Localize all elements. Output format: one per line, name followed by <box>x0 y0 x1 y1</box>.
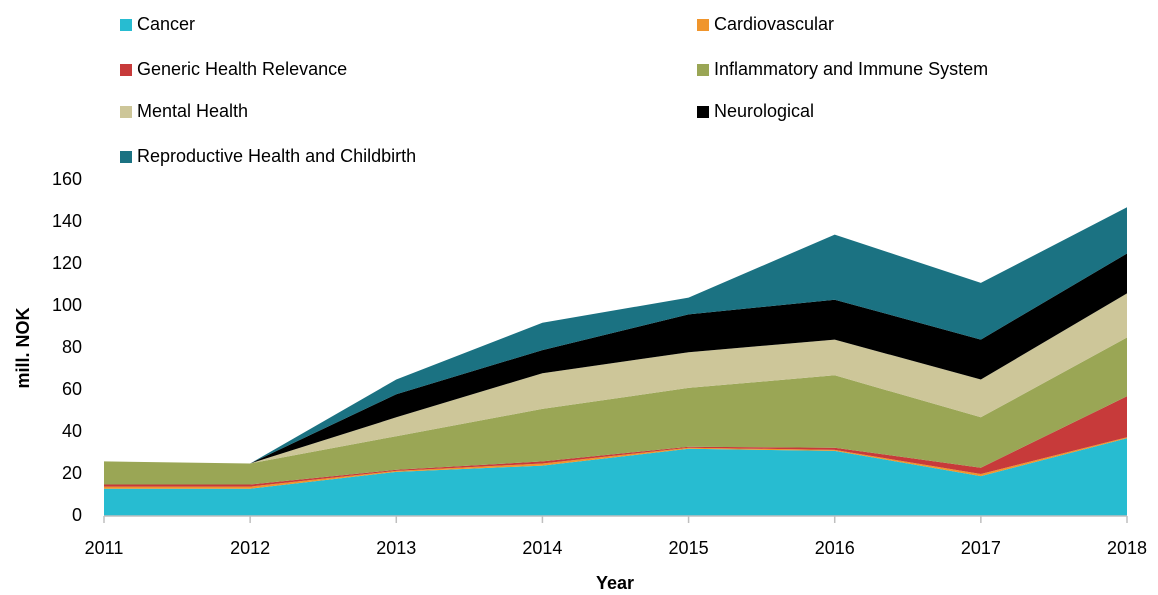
area <box>104 438 1127 516</box>
legend-swatch <box>697 19 709 31</box>
area <box>104 293 1127 464</box>
area <box>104 437 1127 489</box>
y-tick-label: 140 <box>52 211 82 231</box>
legend-label: Cancer <box>137 14 195 34</box>
legend-swatch <box>120 106 132 118</box>
y-tick-label: 20 <box>62 463 82 483</box>
legend-label: Neurological <box>714 101 814 121</box>
x-tick-label: 2012 <box>230 538 270 558</box>
x-tick-label: 2011 <box>85 538 124 558</box>
y-tick-label: 80 <box>62 337 82 357</box>
area <box>104 253 1127 464</box>
legend-swatch <box>120 151 132 163</box>
x-tick-label: 2016 <box>815 538 855 558</box>
y-tick-label: 100 <box>52 295 82 315</box>
x-tick-label: 2015 <box>669 538 709 558</box>
legend-label: Inflammatory and Immune System <box>714 59 988 79</box>
y-tick-label: 120 <box>52 253 82 273</box>
legend-label: Reproductive Health and Childbirth <box>137 146 416 166</box>
legend-swatch <box>120 19 132 31</box>
x-tick-label: 2018 <box>1107 538 1147 558</box>
legend-swatch <box>697 64 709 76</box>
y-tick-label: 160 <box>52 169 82 189</box>
y-tick-label: 0 <box>72 505 82 525</box>
y-tick-label: 40 <box>62 421 82 441</box>
legend-label: Generic Health Relevance <box>137 59 347 79</box>
area <box>104 207 1127 464</box>
x-tick-label: 2017 <box>961 538 1001 558</box>
area <box>104 337 1127 485</box>
x-tick-label: 2014 <box>522 538 562 558</box>
legend-label: Mental Health <box>137 101 248 121</box>
y-axis-label: mill. NOK <box>13 307 33 388</box>
x-axis-label: Year <box>596 573 634 593</box>
legend-label: Cardiovascular <box>714 14 834 34</box>
y-tick-label: 60 <box>62 379 82 399</box>
legend-swatch <box>697 106 709 118</box>
legend-swatch <box>120 64 132 76</box>
x-tick-label: 2013 <box>376 538 416 558</box>
